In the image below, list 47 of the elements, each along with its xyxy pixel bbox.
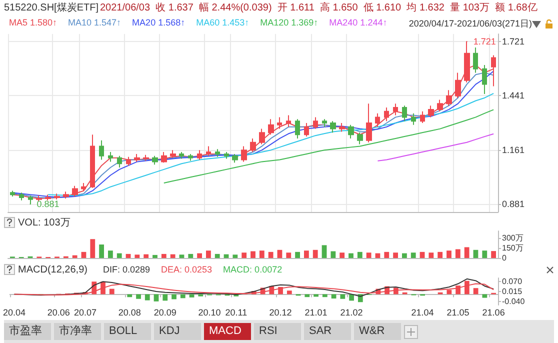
- chart-title: MACD(12,26,9): [18, 264, 88, 276]
- x-tick-label: 21.01: [304, 308, 328, 318]
- text: W&R: [354, 323, 401, 340]
- series-label: MACD: 0.0072: [223, 264, 282, 274]
- x-tick-label: 20.07: [74, 308, 97, 318]
- text: SAR: [304, 323, 351, 340]
- x-tick-label: 20.06: [47, 308, 70, 318]
- annotation: 1.721: [473, 36, 496, 47]
- text: 市净率: [54, 323, 101, 340]
- series-label: DEA: 0.0253: [161, 264, 212, 274]
- text: 2020/04/17-2021/06/03(271日): [408, 18, 532, 28]
- series-label: DIF: 0.0289: [103, 264, 150, 274]
- x-tick-label: 21.02: [340, 308, 363, 318]
- x-tick-label: 20.12: [269, 308, 292, 318]
- y-tick-label: 1.721: [502, 36, 525, 47]
- x-tick-label: 21.05: [446, 308, 470, 318]
- annotation: 0.881: [36, 199, 60, 210]
- x-tick-label: 21.06: [482, 308, 505, 318]
- text: MA10 1.547↑: [68, 18, 122, 28]
- y-tick-label: 0.015: [502, 287, 523, 296]
- x-tick-label: 20.09: [154, 308, 176, 318]
- text: MA20 1.568↑: [132, 18, 186, 28]
- text: MA60 1.453↑: [196, 18, 250, 28]
- text: MA5 1.580↑: [9, 18, 58, 28]
- y-tick-label: 1.161: [502, 144, 525, 155]
- chart-title: VOL: 103万: [18, 218, 70, 228]
- y-tick-label: 1.441: [502, 90, 525, 101]
- text: MACD: [204, 323, 251, 340]
- y-tick-label: 300万: [502, 233, 524, 242]
- y-tick-label: 0.881: [502, 199, 525, 210]
- y-tick-label: 0.070: [502, 277, 523, 286]
- x-tick-label: 20.10: [198, 308, 221, 318]
- chart-title: 515220.SH[煤炭ETF]: [4, 2, 99, 14]
- y-tick-label: -0.040: [502, 296, 526, 306]
- text: MA240 1.244↑: [329, 18, 388, 28]
- text: BOLL: [104, 323, 151, 340]
- x-tick-label: 20.08: [118, 308, 141, 318]
- y-tick-label: 150万: [502, 243, 524, 252]
- chart-subtitle: 2021/06/03 收 1.637 幅 2.44%(0.039) 开 1.611 高 1.650 低 1.610 均 1.632 量 103万 额 1.68亿: [100, 2, 538, 14]
- text: MA120 1.369↑: [260, 18, 318, 28]
- text: KDJ: [154, 323, 201, 340]
- x-tick-label: 20.04: [2, 308, 26, 318]
- text: RSI: [254, 323, 301, 340]
- text: 市盈率: [4, 323, 51, 340]
- y-tick-label: 0: [502, 254, 507, 262]
- x-tick-label: 20.11: [225, 308, 248, 318]
- x-tick-label: 21.04: [411, 308, 434, 318]
